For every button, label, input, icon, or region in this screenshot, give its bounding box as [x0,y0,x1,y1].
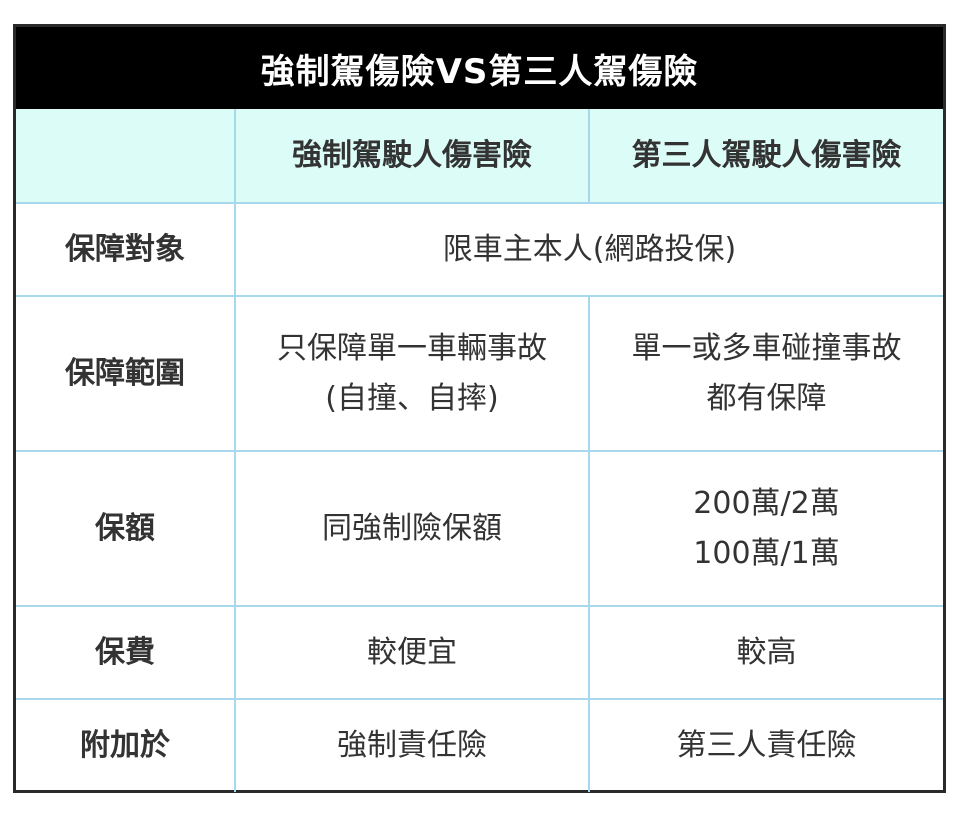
comparison-table-frame: 強制駕傷險VS第三人駕傷險 強制駕駛人傷害險 第三人駕駛人傷害險 保障對象 限車… [13,24,946,793]
row-label: 保障對象 [16,202,236,297]
header-third-party-driver: 第三人駕駛人傷害險 [588,109,943,204]
table-row: 保障範圍 只保障單一車輛事故 (自撞、自摔) 單一或多車碰撞事故 都有保障 [16,295,943,452]
cell-line: 第三人責任險 [676,728,857,763]
cell-line: 同強制險保額 [322,510,502,546]
row-label: 保額 [16,450,236,607]
table-row: 保障對象 限車主本人(網路投保) [16,202,943,297]
cell-line: 單一或多車碰撞事故 [631,330,902,366]
header-row: 強制駕駛人傷害險 第三人駕駛人傷害險 [16,109,943,204]
table-title: 強制駕傷險VS第三人駕傷險 [16,27,943,109]
cell-line: (自撞、自摔) [325,380,499,416]
cell-line: 只保障單一車輛事故 [277,330,547,366]
cell-merged: 限車主本人(網路投保) [234,202,943,297]
row-label: 保障範圍 [16,295,236,452]
cell-line: 較便宜 [367,634,457,670]
header-compulsory-driver: 強制駕駛人傷害險 [234,109,590,204]
cell-col1: 只保障單一車輛事故 (自撞、自摔) [234,295,590,452]
cell-line: 強制責任險 [337,728,487,763]
cell-col2: 較高 [588,605,943,700]
cell-line: 都有保障 [706,380,827,416]
cell-line: 200萬/2萬 [693,485,840,521]
comparison-table: 強制駕駛人傷害險 第三人駕駛人傷害險 保障對象 限車主本人(網路投保) 保障範圍… [16,109,943,792]
cell-col2: 第三人責任險 [588,698,943,792]
cell-col2: 200萬/2萬 100萬/1萬 [588,450,943,607]
cell-col1: 較便宜 [234,605,590,700]
header-empty [16,109,236,204]
table-row: 保額 同強制險保額 200萬/2萬 100萬/1萬 [16,450,943,607]
cell-col1: 強制責任險 [234,698,590,792]
cell-line: 100萬/1萬 [693,535,840,571]
cell-col2: 單一或多車碰撞事故 都有保障 [588,295,943,452]
table-row: 保費 較便宜 較高 [16,605,943,700]
cell-line: 較高 [736,634,797,670]
cell-col1: 同強制險保額 [234,450,590,607]
row-label: 附加於 [16,698,236,792]
table-row: 附加於 強制責任險 第三人責任險 [16,698,943,792]
row-label: 保費 [16,605,236,700]
